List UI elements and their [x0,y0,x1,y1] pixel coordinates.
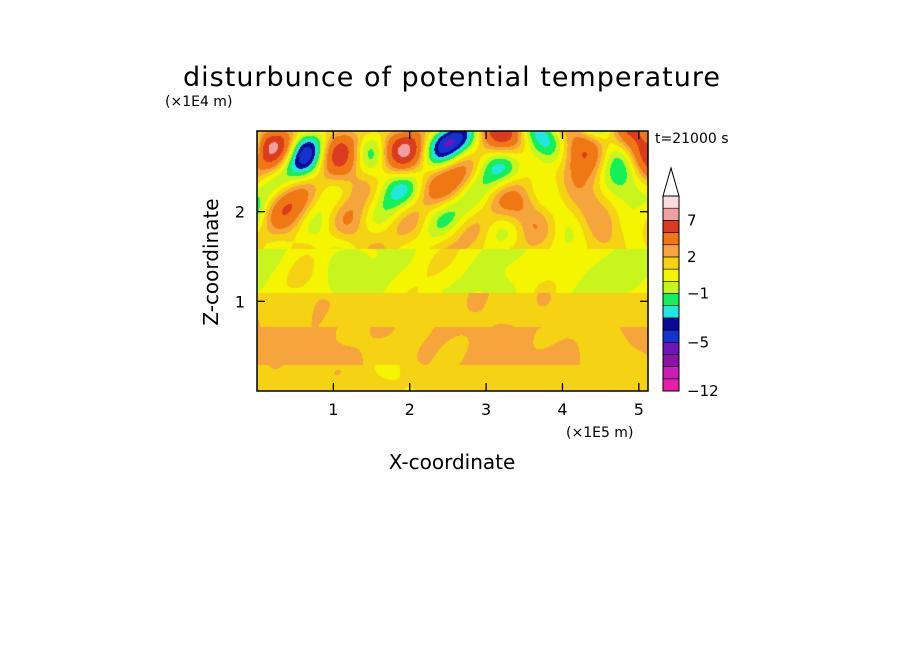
field-image [257,131,648,391]
x-tick-label-3: 3 [481,400,491,419]
colorbar-label-0: −12 [687,382,719,400]
x-tick-label-1: 1 [328,400,338,419]
colorbar-segment-3 [662,341,680,355]
colorbar-segment-11 [662,244,680,258]
plot-area [256,130,649,392]
x-tick-label-5: 5 [634,400,644,419]
colorbar-segment-12 [662,232,680,246]
colorbar-segment-2 [662,354,680,367]
colorbar-frame [662,195,680,392]
colorbar-label-3: 2 [687,248,697,266]
colorbar-segment-6 [662,305,680,319]
time-label: t=21000 s [655,131,729,147]
colorbar-segment-8 [662,281,680,294]
plot-frame [256,130,649,392]
colorbar-label-2: −1 [687,285,709,303]
colorbar-segment-9 [662,268,680,282]
y-tick-label-1: 1 [235,292,245,311]
y-axis-label: Z-coordinate [199,198,223,325]
x-axis-label: X-coordinate [389,450,516,474]
x-scale-label: (×1E5 m) [566,425,633,441]
colorbar-segment-7 [662,293,680,306]
colorbar-extend-arrow [662,166,680,197]
x-tick-label-4: 4 [557,400,567,419]
colorbar-segment-15 [662,195,680,209]
y-scale-label: (×1E4 m) [165,94,232,110]
colorbar-segment-13 [662,220,680,233]
x-tick-label-2: 2 [405,400,415,419]
colorbar: −12−5−127 [662,166,719,400]
colorbar-segment-10 [662,256,680,270]
colorbar-segment-1 [662,366,680,380]
colorbar-segment-0 [662,378,680,392]
colorbar-label-1: −5 [687,333,709,351]
colorbar-segment-14 [662,207,680,221]
colorbar-label-4: 7 [687,211,697,229]
colorbar-segment-5 [662,317,680,331]
y-axis: 12 [235,203,648,311]
chart-title: disturbunce of potential temperature [183,62,721,93]
x-axis: 1 2 3 4 5 [328,131,644,419]
colorbar-segment-4 [662,329,680,343]
y-tick-label-2: 2 [235,203,245,222]
